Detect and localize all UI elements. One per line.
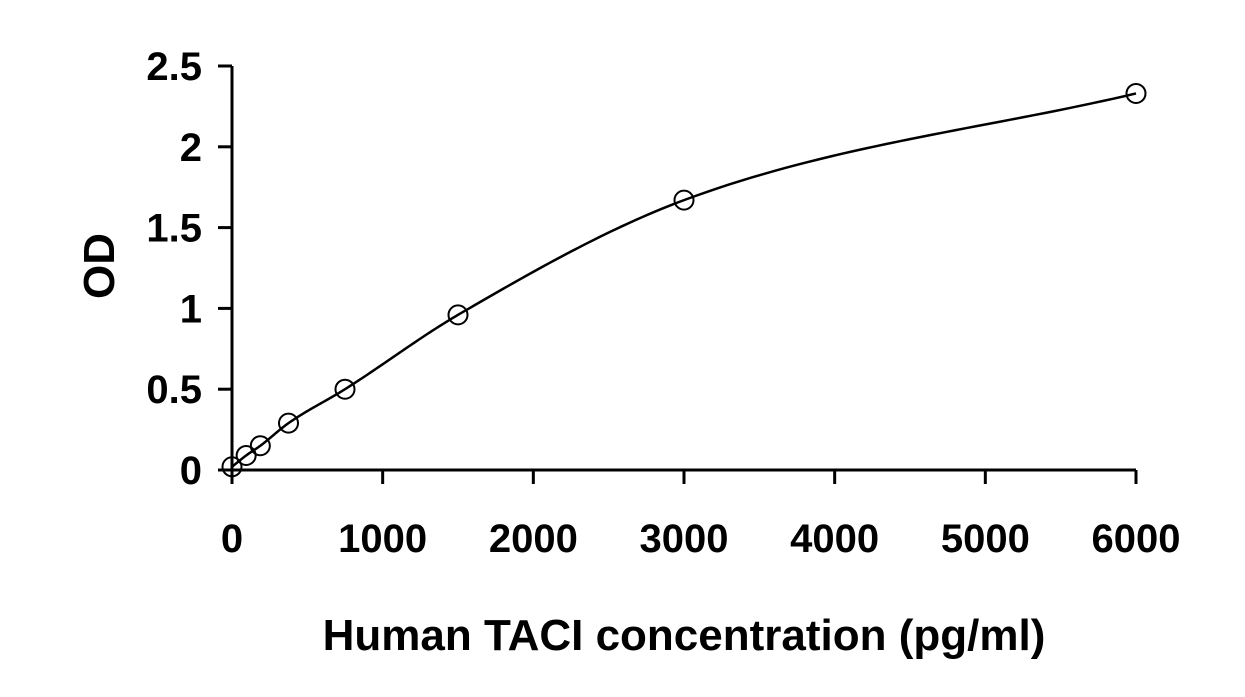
data-point [249, 435, 271, 457]
y-tick-label: 0 [180, 449, 202, 493]
x-tick-label: 0 [221, 517, 243, 561]
data-point [334, 378, 356, 400]
data-point [278, 412, 299, 434]
y-tick-label: 2.5 [146, 45, 202, 89]
data-point [447, 304, 469, 326]
data-point [221, 456, 243, 478]
data-points [221, 82, 1147, 478]
x-axis-title: Human TACI concentration (pg/ml) [323, 611, 1046, 660]
y-axis-title: OD [75, 233, 124, 299]
data-point [1125, 82, 1147, 104]
x-tick-label: 4000 [790, 517, 879, 561]
data-point [235, 444, 257, 466]
data-point [673, 189, 695, 211]
y-axis-ticks: 0 0.5 1 1.5 2 2.5 [146, 45, 232, 493]
x-tick-label: 6000 [1092, 517, 1181, 561]
y-tick-label: 1.5 [146, 207, 202, 251]
x-tick-label: 1000 [338, 517, 427, 561]
y-tick-label: 1 [180, 287, 202, 331]
x-tick-label: 5000 [941, 517, 1030, 561]
x-tick-label: 3000 [640, 517, 729, 561]
x-axis-ticks: 0 1000 2000 3000 4000 5000 6000 [221, 470, 1181, 561]
y-tick-label: 0.5 [146, 368, 202, 412]
y-tick-label: 2 [180, 126, 202, 170]
x-tick-label: 2000 [489, 517, 578, 561]
fit-curve [231, 92, 1137, 468]
